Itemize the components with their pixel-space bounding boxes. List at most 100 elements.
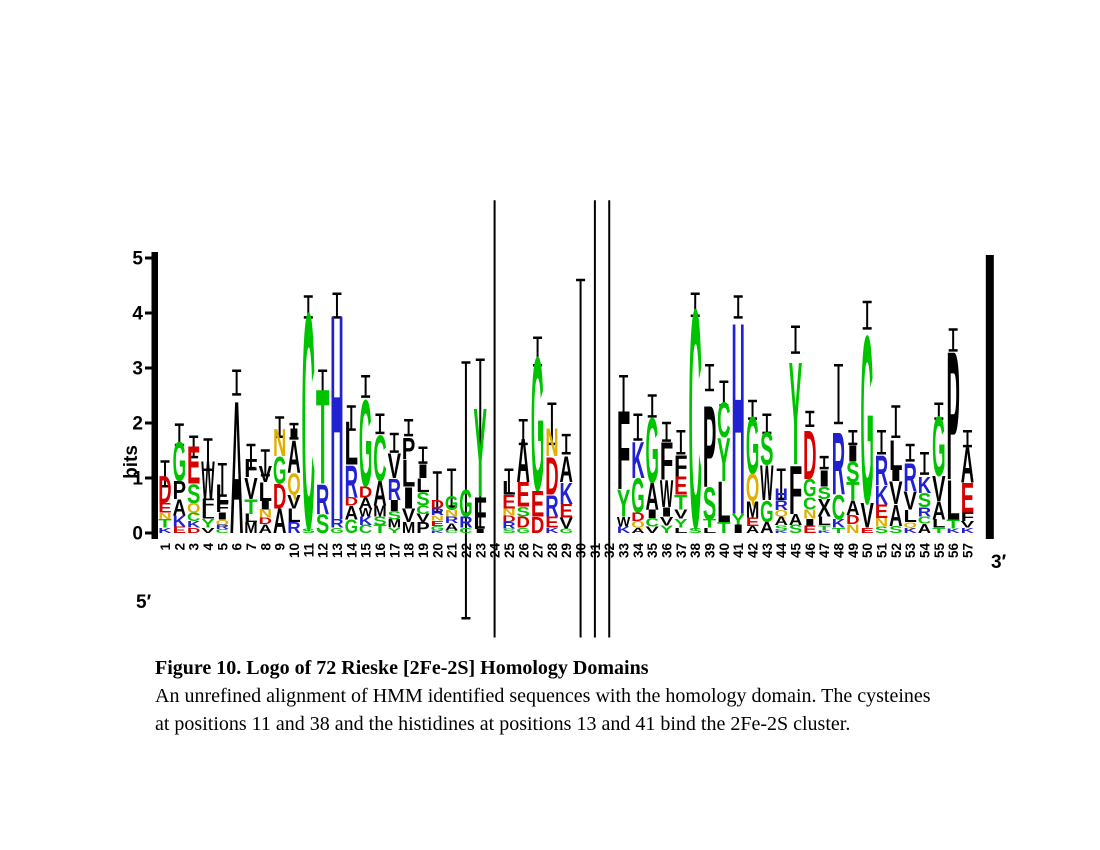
x-position-label: 28 (545, 543, 560, 559)
y-tick-label: 1 (132, 469, 143, 490)
logo-letter-D-9: D (273, 477, 286, 516)
logo-letter-A-34: A (631, 526, 644, 535)
logo-letter-F-36: F (660, 431, 673, 492)
x-position-label: 27 (531, 543, 546, 558)
logo-letter-Y-4: Y (201, 516, 214, 530)
logo-letter-G-50: G (860, 285, 873, 554)
logo-letter-L-39: L (703, 526, 716, 535)
figure-caption-line1: An unrefined alignment of HMM identified… (155, 685, 931, 707)
logo-letter-A-21: A (445, 521, 458, 532)
logo-letter-Q-53: Q (903, 521, 916, 530)
logo-letter-G-20: G (431, 525, 444, 532)
x-position-label: 40 (717, 543, 732, 558)
logo-letter-C-35: C (646, 516, 659, 529)
logo-letter-G-27: G (531, 318, 544, 531)
x-position-label: 30 (574, 543, 589, 558)
logo-letter-N-21: N (445, 508, 458, 518)
logo-letter-L-5: L (216, 478, 229, 508)
y-axis-tick (145, 531, 152, 535)
logo-letter-T-49: T (846, 477, 859, 505)
x-position-label: 6 (230, 543, 245, 551)
logo-letter-R-25: R (502, 520, 515, 530)
logo-letter-W-33: W (617, 514, 631, 530)
logo-letter-I-46: I (803, 517, 816, 527)
logo-letter-R-28: R (545, 488, 558, 523)
x-position-label: 15 (359, 543, 374, 559)
logo-letter-F-45: F (789, 451, 802, 529)
logo-letter-R-20: R (431, 507, 444, 517)
x-position-label: 38 (688, 543, 703, 559)
logo-letter-I-52: I (889, 467, 902, 484)
logo-letter-A-44: A (774, 514, 787, 527)
figure-caption-line2: at positions 11 and 38 and the histidine… (155, 713, 851, 735)
logo-letter-V-29: V (560, 515, 573, 532)
logo-letter-E-29: E (560, 500, 573, 522)
logo-letter-I-35: I (646, 508, 659, 521)
logo-letter-V-8: V (259, 461, 272, 487)
logo-letter-A-26: A (517, 426, 530, 495)
logo-letter-R-53: R (903, 455, 916, 500)
x-position-label: 35 (645, 543, 660, 559)
logo-letter-E-37: E (674, 472, 687, 500)
logo-letter-S-38: S (689, 526, 702, 535)
logo-letter-D-34: D (631, 511, 644, 524)
logo-letter-V-50: V (860, 496, 873, 535)
x-position-label: 24 (488, 543, 503, 559)
logo-letter-E-1: E (158, 500, 171, 516)
logo-letter-Q-44: Q (774, 508, 787, 518)
logo-letter-C-3: C (187, 511, 200, 524)
logo-letter-L-4: L (201, 507, 214, 522)
logo-letter-K-57: K (961, 526, 974, 535)
logo-letter-V-4: V (201, 526, 214, 535)
y-axis-line (151, 252, 158, 539)
logo-letter-K-2: K (173, 513, 186, 530)
logo-letter-A-55: A (932, 497, 945, 525)
logo-letter-E-27: E (531, 483, 544, 524)
x-position-label: 29 (559, 543, 574, 558)
x-position-label: 10 (287, 543, 302, 558)
logo-letter-L-8: L (259, 477, 272, 507)
logo-letter-V-53: V (903, 487, 916, 515)
logo-letter-I-23: I (474, 528, 487, 534)
logo-letter-G-29: G (560, 527, 573, 534)
logo-letter-I-18: I (402, 480, 415, 515)
logo-letter-E-20: E (431, 519, 444, 528)
logo-letter-V-35: V (646, 525, 659, 535)
x-position-label: 23 (473, 543, 488, 559)
logo-letter-A-2: A (173, 495, 186, 521)
logo-letter-T-47: T (817, 523, 830, 532)
logo-letter-I-36: I (660, 505, 673, 520)
logo-letter-I-5: I (216, 510, 229, 521)
logo-letter-W-36: W (660, 472, 673, 515)
logo-letter-S-47: S (817, 483, 830, 503)
logo-letter-F-4: F (201, 495, 214, 512)
logo-letter-D-25: D (502, 514, 515, 524)
x-position-label: 55 (932, 543, 947, 559)
x-position-label: 22 (459, 543, 474, 558)
x-position-label: 5 (215, 543, 230, 551)
five-prime-label: 5′ (136, 592, 152, 613)
x-position-label: 48 (832, 543, 847, 559)
logo-letter-V-57: V (961, 519, 974, 529)
logo-letter-A-14: A (345, 502, 358, 524)
logo-letter-W-4: W (201, 450, 214, 511)
logo-letter-Q-42: Q (746, 466, 759, 509)
logo-letter-Y-41: Y (732, 511, 745, 528)
logo-letter-D-8: D (259, 516, 272, 526)
x-position-label: 19 (416, 543, 431, 558)
x-position-label: 43 (760, 543, 775, 559)
logo-letter-G-46: G (803, 475, 816, 503)
y-axis-tick (145, 256, 152, 260)
logo-end-bar (985, 255, 994, 539)
logo-letter-A-35: A (646, 475, 659, 518)
logo-letter-D-28: D (545, 446, 558, 507)
logo-letter-M-16: M (373, 503, 386, 520)
logo-letter-V-37: V (674, 507, 688, 522)
x-position-label: 17 (387, 543, 402, 558)
logo-letter-C-15: C (359, 523, 372, 536)
logo-letter-C-21: C (445, 529, 458, 533)
logo-letter-D-26: D (517, 514, 530, 531)
logo-letter-Y-33: Y (617, 482, 630, 525)
logo-letter-L-37: L (674, 526, 687, 535)
logo-letter-C-48: C (832, 488, 845, 527)
